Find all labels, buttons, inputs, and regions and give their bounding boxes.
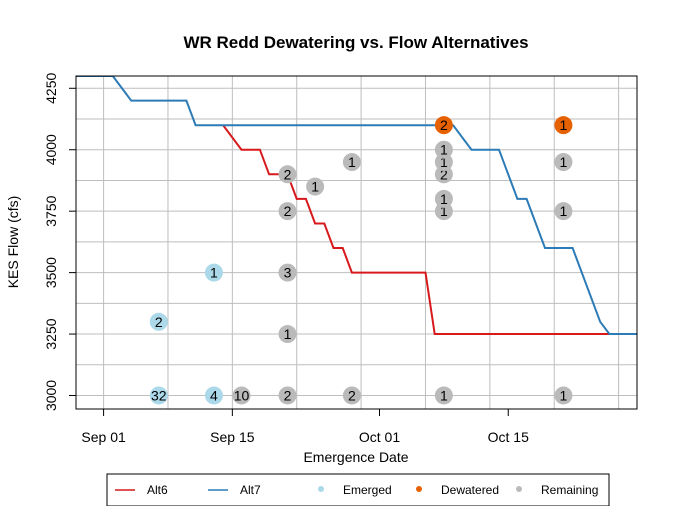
legend-swatch-emerged	[318, 486, 324, 492]
point-count-label: 1	[560, 387, 568, 403]
point-remaining	[342, 153, 361, 172]
point-count-label: 2	[284, 166, 292, 182]
point-count-label: 1	[440, 154, 448, 170]
y-axis: 3000 3250 3500 3750 4000 4250	[43, 73, 76, 411]
x-tick-label: Oct 01	[359, 429, 400, 445]
line-alt7	[76, 76, 637, 335]
y-tick-label: 3000	[43, 380, 59, 411]
flow-lines	[76, 76, 637, 335]
legend-label: Remaining	[541, 483, 598, 497]
point-remaining	[232, 386, 251, 405]
legend-box	[106, 473, 610, 506]
point-remaining	[278, 202, 297, 221]
legend-label: Dewatered	[441, 483, 499, 497]
point-count-label: 32	[151, 387, 167, 403]
point-count-label: 10	[234, 387, 250, 403]
point-remaining	[554, 386, 573, 405]
point-count-label: 4	[210, 387, 218, 403]
point-count-label: 2	[440, 166, 448, 182]
point-count-label: 1	[210, 265, 218, 281]
point-count-label: 2	[348, 387, 356, 403]
point-count-label: 1	[440, 203, 448, 219]
x-tick-label: Sep 01	[81, 429, 126, 445]
point-count-label: 1	[560, 117, 568, 133]
y-axis-label: KES Flow (cfs)	[5, 196, 21, 289]
point-count-label: 1	[311, 179, 319, 195]
point-remaining	[278, 263, 297, 282]
chart-title: WR Redd Dewatering vs. Flow Alternatives	[183, 33, 528, 52]
point-dewatered	[554, 116, 573, 135]
point-remaining	[278, 325, 297, 344]
point-remaining	[306, 177, 325, 196]
legend-label: Alt6	[147, 483, 168, 497]
x-tick-label: Sep 15	[210, 429, 255, 445]
point-count-label: 1	[440, 142, 448, 158]
point-count-label: 1	[284, 326, 292, 342]
point-emerged	[204, 263, 223, 282]
line-alt6	[222, 124, 619, 335]
point-count-label: 2	[440, 117, 448, 133]
point-emerged	[149, 386, 168, 405]
plot-frame	[75, 75, 638, 410]
point-remaining	[434, 140, 453, 159]
y-tick-label: 4000	[43, 134, 59, 165]
legend-label: Emerged	[343, 483, 392, 497]
point-count-label: 1	[560, 203, 568, 219]
y-tick-label: 3250	[43, 318, 59, 349]
point-emerged	[149, 312, 168, 331]
point-count-label: 1	[440, 387, 448, 403]
point-remaining	[434, 189, 453, 208]
point-dewatered	[434, 116, 453, 135]
x-axis-label: Emergence Date	[303, 449, 408, 465]
point-count-label: 1	[440, 191, 448, 207]
point-count-label: 1	[348, 154, 356, 170]
point-remaining	[278, 386, 297, 405]
x-axis: Sep 01 Sep 15 Oct 01 Oct 15	[81, 409, 529, 445]
x-tick-label: Oct 15	[488, 429, 529, 445]
y-tick-label: 4250	[43, 73, 59, 104]
legend-label: Alt7	[240, 483, 261, 497]
point-remaining	[342, 386, 361, 405]
legend-swatch-remaining	[516, 486, 522, 492]
legend: Alt6 Alt7 Emerged Dewatered Remaining	[106, 473, 610, 506]
y-tick-label: 3500	[43, 257, 59, 288]
point-count-label: 2	[284, 387, 292, 403]
point-count-label: 1	[560, 154, 568, 170]
point-remaining	[434, 386, 453, 405]
point-count-label: 3	[284, 265, 292, 281]
point-remaining	[278, 165, 297, 184]
point-remaining	[554, 202, 573, 221]
y-tick-label: 3750	[43, 195, 59, 226]
point-count-label: 2	[284, 203, 292, 219]
point-emerged	[204, 386, 223, 405]
point-remaining	[554, 153, 573, 172]
point-count-label: 2	[155, 314, 163, 330]
legend-swatch-dewatered	[416, 486, 422, 492]
